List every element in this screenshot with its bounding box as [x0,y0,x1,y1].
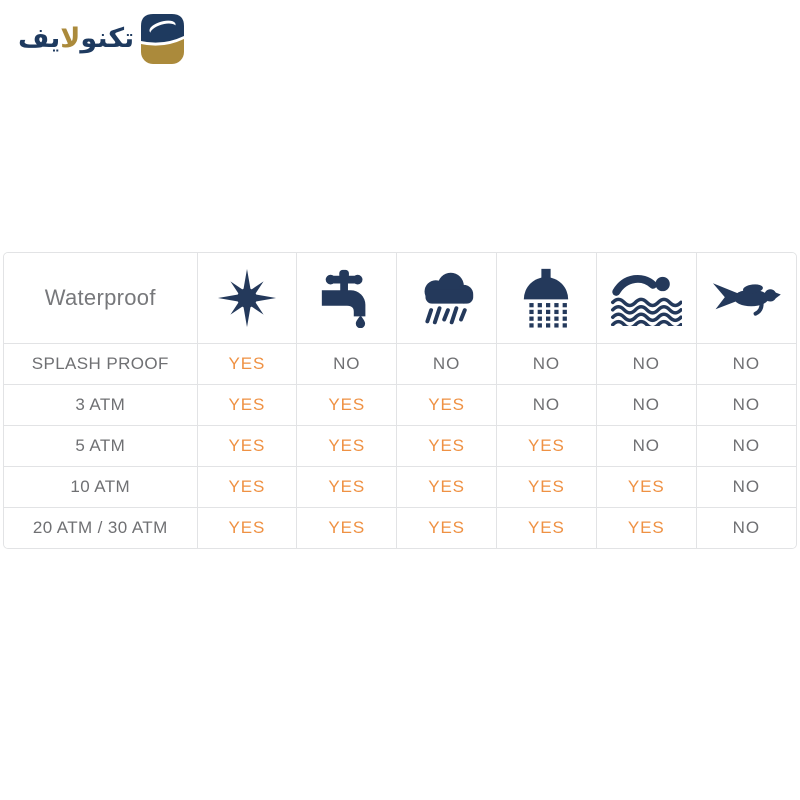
table-row: 3 ATM YES YES YES NO NO NO [4,384,796,426]
header-cell-shower-icon [496,253,597,344]
yes-value: YES [296,466,398,508]
yes-value: YES [396,384,497,426]
faucet-icon [321,269,366,328]
no-value: NO [496,343,597,385]
no-value: NO [696,343,796,385]
technolife-logo: تكنولايف [18,14,185,64]
yes-value: YES [296,384,398,426]
yes-value: YES [396,466,497,508]
wordmark-part-navy: تكنو [80,23,135,54]
technolife-wordmark: تكنولايف [18,14,134,64]
diver-icon [713,282,782,316]
no-value: NO [396,343,497,385]
no-value: NO [696,384,796,426]
no-value: NO [696,507,796,548]
row-label: 20 ATM / 30 ATM [4,507,198,548]
yes-value: YES [197,425,298,467]
yes-value: YES [596,466,697,508]
row-label: SPLASH PROOF [4,343,198,385]
waterproof-table: Waterproof [3,252,797,549]
sun-icon [217,268,276,327]
yes-value: YES [197,343,298,385]
no-value: NO [696,466,796,508]
no-value: NO [596,343,697,385]
table-title: Waterproof [4,253,198,344]
header-cell-faucet-icon [296,253,398,344]
shower-icon [524,269,569,328]
table-row: SPLASH PROOF YES NO NO NO NO NO [4,343,796,385]
yes-value: YES [396,507,497,548]
yes-value: YES [197,384,298,426]
row-label: 10 ATM [4,466,198,508]
wordmark-part-gold: لا [60,23,81,54]
row-label: 5 ATM [4,425,198,467]
no-value: NO [496,384,597,426]
table-row: 5 ATM YES YES YES YES NO NO [4,425,796,467]
header-cell-diver-icon [696,253,796,344]
header-cell-swimmer-icon [596,253,697,344]
wordmark-part-navy: يف [18,23,61,54]
table-row: 10 ATM YES YES YES YES YES NO [4,466,796,508]
yes-value: YES [197,507,298,548]
header-row: Waterproof [4,253,796,344]
no-value: NO [296,343,398,385]
header-cell-sun-icon [197,253,298,344]
swimmer-icon [611,274,683,326]
yes-value: YES [496,466,597,508]
no-value: NO [696,425,796,467]
yes-value: YES [396,425,497,467]
yes-value: YES [296,425,398,467]
table-body: SPLASH PROOF YES NO NO NO NO NO 3 ATM YES YES YES N… [4,343,796,548]
no-value: NO [596,384,697,426]
yes-value: YES [496,507,597,548]
rain-cloud-icon [424,272,473,325]
yes-value: YES [496,425,597,467]
yes-value: YES [197,466,298,508]
yes-value: YES [296,507,398,548]
row-label: 3 ATM [4,384,198,426]
table-row: 20 ATM / 30 ATM YES YES YES YES YES NO [4,507,796,548]
yes-value: YES [596,507,697,548]
header-cell-rain-cloud-icon [396,253,497,344]
no-value: NO [596,425,697,467]
technolife-logo-icon [141,14,185,64]
